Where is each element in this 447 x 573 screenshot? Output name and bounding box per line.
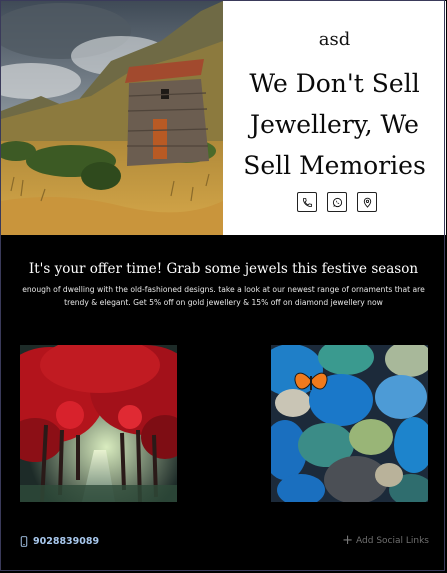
location-button[interactable]: [357, 192, 377, 212]
phone-button[interactable]: [297, 192, 317, 212]
footer-phone-number: 9028839089: [33, 535, 100, 547]
plus-icon: +: [342, 533, 354, 548]
hero-headline: We Don't Sell Jewellery, We Sell Memorie…: [243, 69, 426, 180]
phone-icon: [302, 197, 312, 207]
offer-description: enough of dwelling with the old-fashione…: [22, 285, 425, 307]
whatsapp-icon: [332, 197, 342, 207]
add-social-links-button[interactable]: + Add Social Links: [342, 534, 429, 548]
add-social-links-label: Add Social Links: [356, 536, 429, 546]
contact-icons: [295, 192, 377, 212]
whatsapp-button[interactable]: [327, 192, 347, 212]
hero-content: asd We Don't Sell Jewellery, We Sell Mem…: [223, 1, 446, 235]
gallery-image-pebbles[interactable]: [271, 345, 428, 502]
gallery-image-red-trees[interactable]: [20, 345, 177, 502]
hero-section: asd We Don't Sell Jewellery, We Sell Mem…: [1, 1, 446, 235]
hero-landscape-image: [1, 1, 223, 235]
mobile-phone-icon: [20, 535, 28, 547]
footer-phone[interactable]: 9028839089: [20, 534, 99, 548]
brand-name: asd: [318, 29, 351, 50]
offer-title: It's your offer time! Grab some jewels t…: [28, 261, 419, 277]
location-pin-icon: [363, 197, 371, 208]
